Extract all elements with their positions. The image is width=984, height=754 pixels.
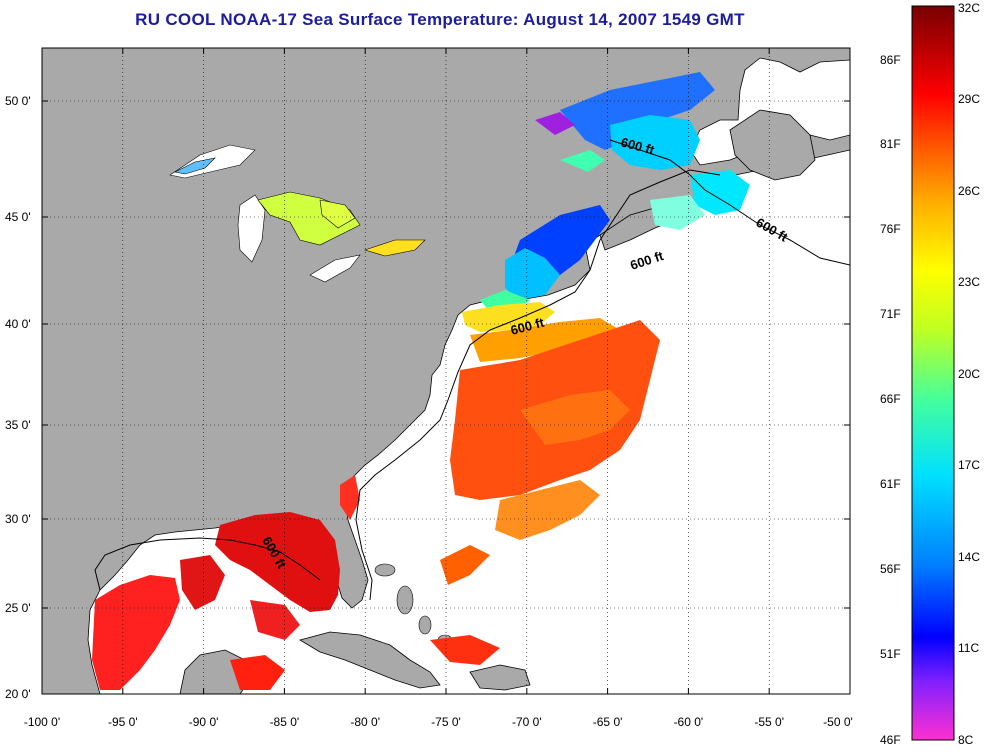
cb-c-11: 11C — [958, 641, 979, 655]
cb-c-17: 17C — [958, 458, 980, 472]
cb-c-29: 29C — [958, 92, 980, 106]
graticule — [42, 48, 850, 694]
cb-f-56: 56F — [880, 562, 901, 576]
cb-c-8: 8C — [958, 733, 974, 747]
lon-label-60: -60 0' — [674, 715, 704, 729]
land-cuba — [298, 631, 441, 689]
lon-label-75: -75 0' — [431, 715, 461, 729]
lon-label-85: -85 0' — [270, 715, 300, 729]
lat-label-20: 20 0' — [5, 687, 31, 701]
map-title: RU COOL NOAA-17 Sea Surface Temperature:… — [135, 10, 745, 29]
cb-c-23: 23C — [958, 275, 980, 289]
colorbar-fahrenheit-labels: 86F 81F 76F 71F 66F 61F 56F 51F 46F — [880, 53, 901, 747]
colorbar: 32C 29C 26C 23C 20C 17C 14C 11C 8C 86F 8… — [880, 1, 980, 747]
lon-label-50: -50 0' — [823, 715, 853, 729]
cb-c-26: 26C — [958, 184, 980, 198]
cb-c-14: 14C — [958, 550, 980, 564]
lat-label-30: 30 0' — [5, 512, 31, 526]
lon-label-100: -100 0' — [24, 715, 60, 729]
cb-f-86: 86F — [880, 53, 901, 67]
lon-label-80: -80 0' — [350, 715, 380, 729]
colorbar-celsius-labels: 32C 29C 26C 23C 20C 17C 14C 11C 8C — [958, 1, 980, 747]
great-lakes — [169, 144, 426, 283]
lat-label-35: 35 0' — [5, 418, 31, 432]
isobath-600ft — [94, 139, 850, 601]
cb-f-66: 66F — [880, 392, 901, 406]
land-newfoundland — [729, 109, 816, 181]
colorbar-gradient — [911, 5, 955, 741]
cb-c-32: 32C — [958, 1, 980, 15]
lat-label-40: 40 0' — [5, 317, 31, 331]
sst-gulf-of-mexico — [92, 512, 500, 690]
land-hispaniola — [469, 664, 531, 691]
lat-labels: 50 0' 45 0' 40 0' 35 0' 30 0' 25 0' 20 0… — [5, 94, 31, 701]
map-plot-area — [42, 48, 850, 694]
lon-label-65: -65 0' — [593, 715, 623, 729]
cb-f-51: 51F — [880, 647, 901, 661]
cb-f-71: 71F — [880, 307, 901, 321]
cb-f-76: 76F — [880, 222, 901, 236]
cb-f-46: 46F — [880, 733, 901, 747]
lon-labels: -100 0' -95 0' -90 0' -85 0' -80 0' -75 … — [24, 715, 853, 729]
cb-f-61: 61F — [880, 477, 901, 491]
cb-f-81: 81F — [880, 137, 901, 151]
lat-label-25: 25 0' — [5, 601, 31, 615]
cb-c-20: 20C — [958, 367, 980, 381]
lon-label-55: -55 0' — [754, 715, 784, 729]
lat-label-45: 45 0' — [5, 210, 31, 224]
lat-label-50: 50 0' — [5, 94, 31, 108]
lon-label-95: -95 0' — [108, 715, 138, 729]
lon-label-90: -90 0' — [189, 715, 219, 729]
sst-cold-north — [480, 72, 750, 312]
axis-ticks — [41, 48, 851, 695]
lon-label-70: -70 0' — [512, 715, 542, 729]
